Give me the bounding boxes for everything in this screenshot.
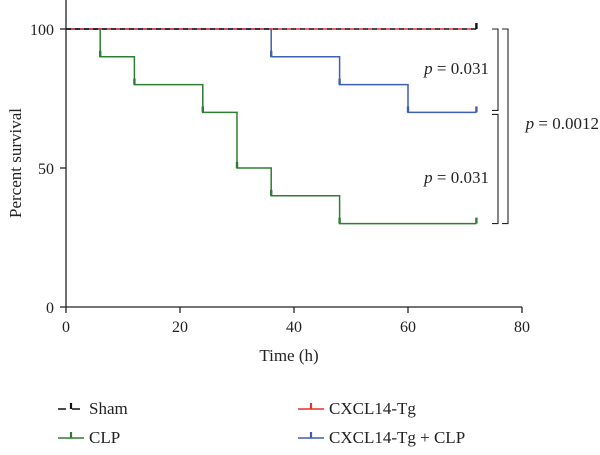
x-axis-label: Time (h) bbox=[259, 346, 318, 365]
bracket-sham-vs-clp bbox=[502, 28, 509, 225]
x-tick-label: 0 bbox=[62, 319, 70, 336]
series-layer bbox=[66, 23, 478, 225]
axes: 0 20 40 60 80 0 50 100 Time (h) Percent survival bbox=[6, 0, 530, 365]
x-tick-label: 80 bbox=[514, 319, 530, 336]
legend-label-sham: Sham bbox=[89, 399, 128, 418]
y-tick-label: 50 bbox=[38, 161, 54, 178]
p-value-sham-vs-tg-clp: p = 0.031 bbox=[423, 59, 489, 78]
y-tick-label: 0 bbox=[46, 300, 54, 317]
p-value-tg-clp-vs-clp: p = 0.031 bbox=[423, 168, 489, 187]
legend-label-clp: CLP bbox=[89, 428, 120, 447]
legend-label-cxcl14-tg-clp: CXCL14-Tg + CLP bbox=[329, 428, 465, 447]
x-tick-label: 60 bbox=[400, 319, 416, 336]
series-line-cxcl14-tg-clp bbox=[66, 28, 477, 114]
annotations-layer: p = 0.031 p = 0.031 p = 0.0012 bbox=[423, 28, 599, 225]
series-line-clp bbox=[66, 28, 477, 225]
y-tick-label: 100 bbox=[30, 22, 54, 39]
x-tick-label: 40 bbox=[286, 319, 302, 336]
bracket-sham-vs-tg-clp bbox=[492, 28, 499, 111]
x-tick-label: 20 bbox=[172, 319, 188, 336]
y-axis-label: Percent survival bbox=[6, 108, 25, 218]
p-value-sham-vs-clp: p = 0.0012 bbox=[525, 114, 599, 133]
legend-label-cxcl14-tg: CXCL14-Tg bbox=[329, 399, 416, 418]
bracket-tg-clp-vs-clp bbox=[492, 113, 499, 225]
legend: Sham CLP CXCL14-Tg CXCL14-Tg + CLP bbox=[58, 399, 465, 447]
